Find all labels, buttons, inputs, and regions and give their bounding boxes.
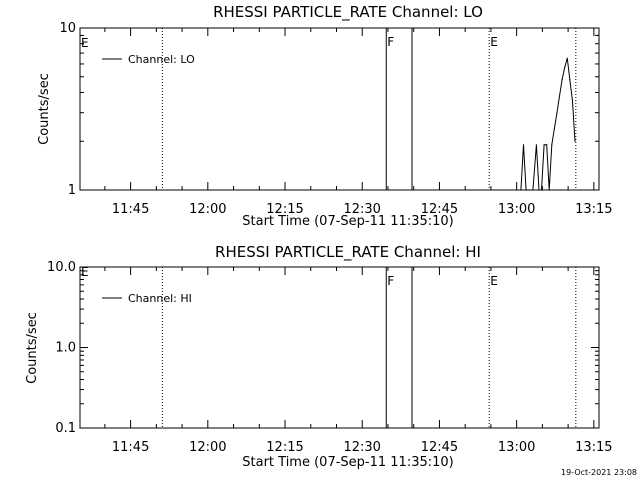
x-tick-label: 11:45 xyxy=(112,202,149,217)
y-tick-label: 1 xyxy=(68,183,76,198)
series-point xyxy=(548,189,550,191)
y-tick-label: 10 xyxy=(59,21,76,36)
series-point xyxy=(556,112,558,114)
series-point xyxy=(538,189,540,191)
panel-lo-legend-label: Channel: LO xyxy=(128,53,195,66)
panel-lo-title: RHESSI PARTICLE_RATE Channel: LO xyxy=(213,3,483,22)
series-point xyxy=(546,144,548,146)
x-tick-label: 11:45 xyxy=(112,440,149,455)
panel-lo-x-axis-label: Start Time (07-Sep-11 11:35:10) xyxy=(242,214,453,229)
panel-hi-y-axis-label: Counts/sec xyxy=(25,312,40,384)
series-point xyxy=(528,189,531,191)
series-point xyxy=(522,144,525,146)
series-point xyxy=(532,189,534,191)
event-line-label: F xyxy=(387,274,394,288)
panel-lo-axes-frame xyxy=(79,27,600,191)
series-point xyxy=(569,79,571,81)
x-tick-label: 13:15 xyxy=(575,440,612,455)
panel-lo-corner-marker: E xyxy=(81,36,89,50)
panel-hi-legend-label: Channel: HI xyxy=(128,292,192,305)
x-tick-label: 12:00 xyxy=(189,202,226,217)
series-point xyxy=(540,189,543,191)
generation-timestamp: 19-Oct-2021 23:08 xyxy=(561,468,637,477)
x-tick-label: 12:45 xyxy=(421,202,458,217)
series-point xyxy=(543,144,545,146)
y-tick-label: 1.0 xyxy=(55,341,76,356)
series-point xyxy=(564,66,566,69)
event-line-label: F xyxy=(387,35,394,49)
x-tick-label: 13:00 xyxy=(498,440,535,455)
x-tick-label: 12:30 xyxy=(343,202,380,217)
panel-hi-x-axis-label: Start Time (07-Sep-11 11:35:10) xyxy=(242,455,453,470)
x-tick-label: 12:45 xyxy=(421,440,458,455)
series-point xyxy=(551,144,553,146)
panel-lo: RHESSI PARTICLE_RATE Channel: LO Counts/… xyxy=(37,3,613,229)
y-tick-label: 0.1 xyxy=(55,421,76,436)
x-tick-label: 13:15 xyxy=(575,202,612,217)
x-tick-label: 12:15 xyxy=(266,440,303,455)
series-point xyxy=(558,95,561,97)
series-point xyxy=(535,144,537,146)
event-line-label: E xyxy=(490,35,498,49)
y-tick-label: 10.0 xyxy=(47,260,76,275)
series-point xyxy=(566,57,568,59)
x-tick-label: 12:30 xyxy=(343,440,380,455)
panel-hi-title: RHESSI PARTICLE_RATE Channel: HI xyxy=(215,243,481,262)
x-tick-label: 12:15 xyxy=(266,202,303,217)
series-point xyxy=(553,127,555,130)
panel-lo-y-axis-label: Counts/sec xyxy=(37,73,52,145)
panel-hi: RHESSI PARTICLE_RATE Channel: HI Counts/… xyxy=(25,243,613,470)
event-line-label: E xyxy=(490,274,498,288)
series-point xyxy=(574,140,576,142)
series-point xyxy=(571,99,574,101)
series-point xyxy=(561,79,563,81)
x-tick-label: 12:00 xyxy=(189,440,226,455)
panel-hi-corner-marker: E xyxy=(81,265,89,279)
series-point xyxy=(525,189,527,191)
x-tick-label: 13:00 xyxy=(498,202,535,217)
series-point xyxy=(520,189,522,191)
